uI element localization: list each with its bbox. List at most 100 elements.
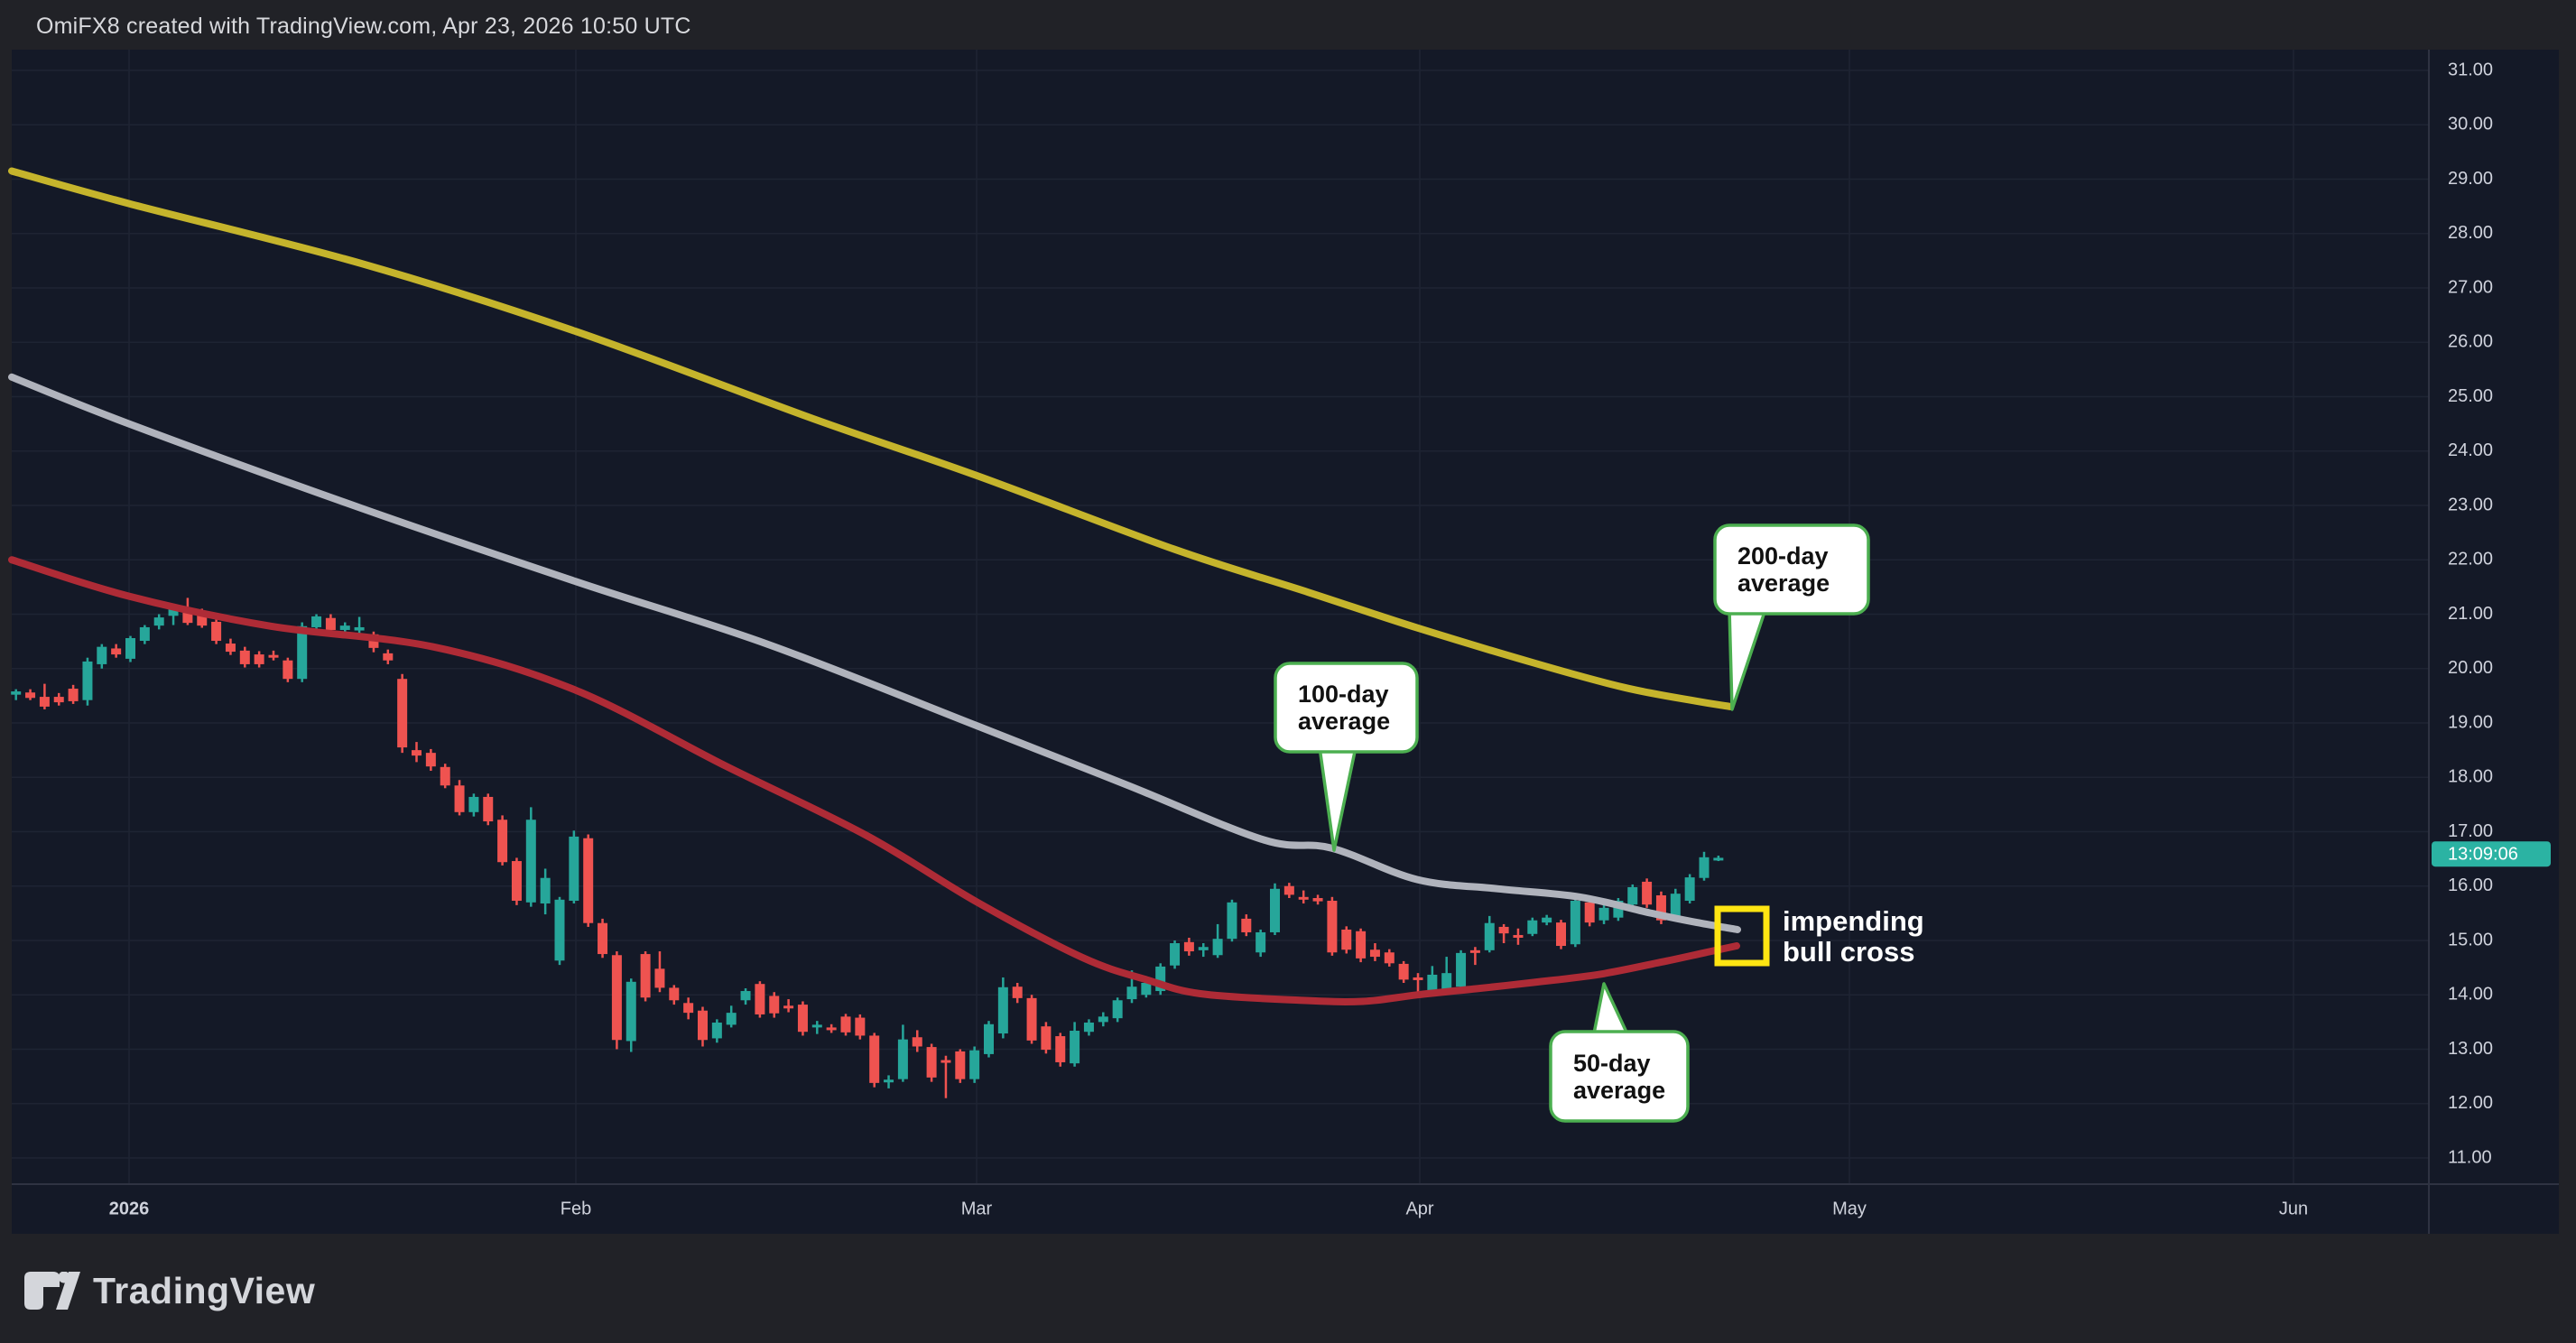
price-scale[interactable]: 31.00 30.00 29.00 28.00 27.00 26.00 25.00 24.00… [2432, 60, 2551, 1167]
candle [1469, 947, 1480, 966]
candle-body [1670, 894, 1681, 919]
candle-body [1183, 941, 1194, 952]
candle [683, 997, 694, 1020]
candle-body [1098, 1016, 1108, 1023]
candle-body [797, 1005, 808, 1033]
candle [383, 649, 394, 664]
candle [698, 1006, 708, 1047]
bull-cross-label[interactable]: impending [1783, 905, 1924, 937]
candle-body [969, 1050, 980, 1079]
tradingview-logo-text: TradingView [93, 1269, 316, 1311]
candle-body [283, 660, 293, 680]
candle [769, 992, 780, 1018]
candle-body [1341, 929, 1352, 950]
candle-wick [1502, 923, 1506, 944]
candle [583, 834, 594, 927]
candle-body [1413, 977, 1423, 980]
candle [1670, 888, 1681, 922]
candle [139, 625, 150, 644]
ma-100-line[interactable] [8, 373, 1741, 933]
candle [1026, 995, 1037, 1044]
price-tick-label: 15.00 [2448, 930, 2493, 949]
candle-body [984, 1023, 994, 1054]
candle [1413, 973, 1423, 993]
candle-body [1041, 1026, 1052, 1051]
candle [311, 614, 322, 631]
candle [111, 644, 122, 658]
candle [1227, 899, 1237, 942]
candle-body [497, 820, 508, 863]
candle [1456, 949, 1467, 990]
candle-body [1126, 986, 1137, 1000]
candle-body [1556, 922, 1566, 947]
candle [1498, 923, 1509, 944]
candle-body [1613, 901, 1624, 918]
candle [1141, 978, 1152, 998]
candle [855, 1014, 866, 1040]
candle [39, 683, 50, 709]
candle [1642, 878, 1653, 908]
candle-body [339, 625, 350, 630]
candle-body [826, 1027, 837, 1031]
candle [1384, 949, 1395, 967]
candle-body [625, 981, 636, 1042]
plot-background [12, 50, 2559, 1234]
candle-body [412, 750, 422, 756]
candle [984, 1021, 994, 1058]
candle-body [397, 679, 408, 748]
price-tick-label: 30.00 [2448, 115, 2493, 134]
bull-cross-label[interactable]: bull cross [1783, 936, 1914, 968]
candle-body [125, 638, 135, 659]
candle [511, 857, 522, 905]
tradingview-logo[interactable]: TradingView [24, 1265, 315, 1316]
candle [625, 978, 636, 1052]
candle-body [1327, 901, 1338, 953]
candle [640, 951, 651, 1002]
candle [239, 646, 250, 668]
candle [254, 651, 264, 668]
candle-body [354, 626, 365, 631]
candle-body [511, 861, 522, 902]
ma-50-line[interactable] [8, 556, 1740, 1005]
callout-bubble [1274, 662, 1419, 754]
callout-text: 100-day [1298, 681, 1389, 708]
bull-cross-highlight-box[interactable] [1714, 905, 1770, 967]
callout-text: 200-day [1737, 542, 1829, 570]
candle-body [683, 1003, 694, 1014]
time-scale[interactable]: 2026 Feb Mar Apr May Jun [109, 1199, 2308, 1218]
candle-body [1699, 857, 1710, 878]
candle [1070, 1022, 1080, 1067]
candle [912, 1030, 922, 1052]
candle [1369, 943, 1380, 961]
candle [325, 614, 336, 634]
candle [11, 689, 22, 700]
price-tick-label: 23.00 [2448, 495, 2493, 514]
price-tick-label: 28.00 [2448, 223, 2493, 243]
candle-body [53, 697, 64, 703]
candle-wick [1416, 973, 1420, 993]
candle [497, 815, 508, 866]
candle [955, 1049, 966, 1083]
time-tick-label: Apr [1405, 1199, 1433, 1218]
ma-200-line[interactable] [8, 167, 1734, 710]
candle [569, 830, 579, 904]
candle [1598, 904, 1609, 924]
candle [1241, 914, 1252, 937]
candle-body [554, 899, 565, 961]
candle-body [1256, 931, 1266, 953]
candle [1170, 940, 1181, 969]
candle [1126, 970, 1137, 1004]
candle [25, 689, 36, 700]
candle-body [1627, 886, 1638, 905]
callout-text: average [1298, 708, 1390, 735]
candle-wick [816, 1021, 819, 1034]
candle-body [840, 1016, 851, 1033]
candle [168, 606, 179, 625]
price-tick-label: 25.00 [2448, 386, 2493, 406]
candle [412, 742, 422, 763]
candle [1699, 851, 1710, 881]
